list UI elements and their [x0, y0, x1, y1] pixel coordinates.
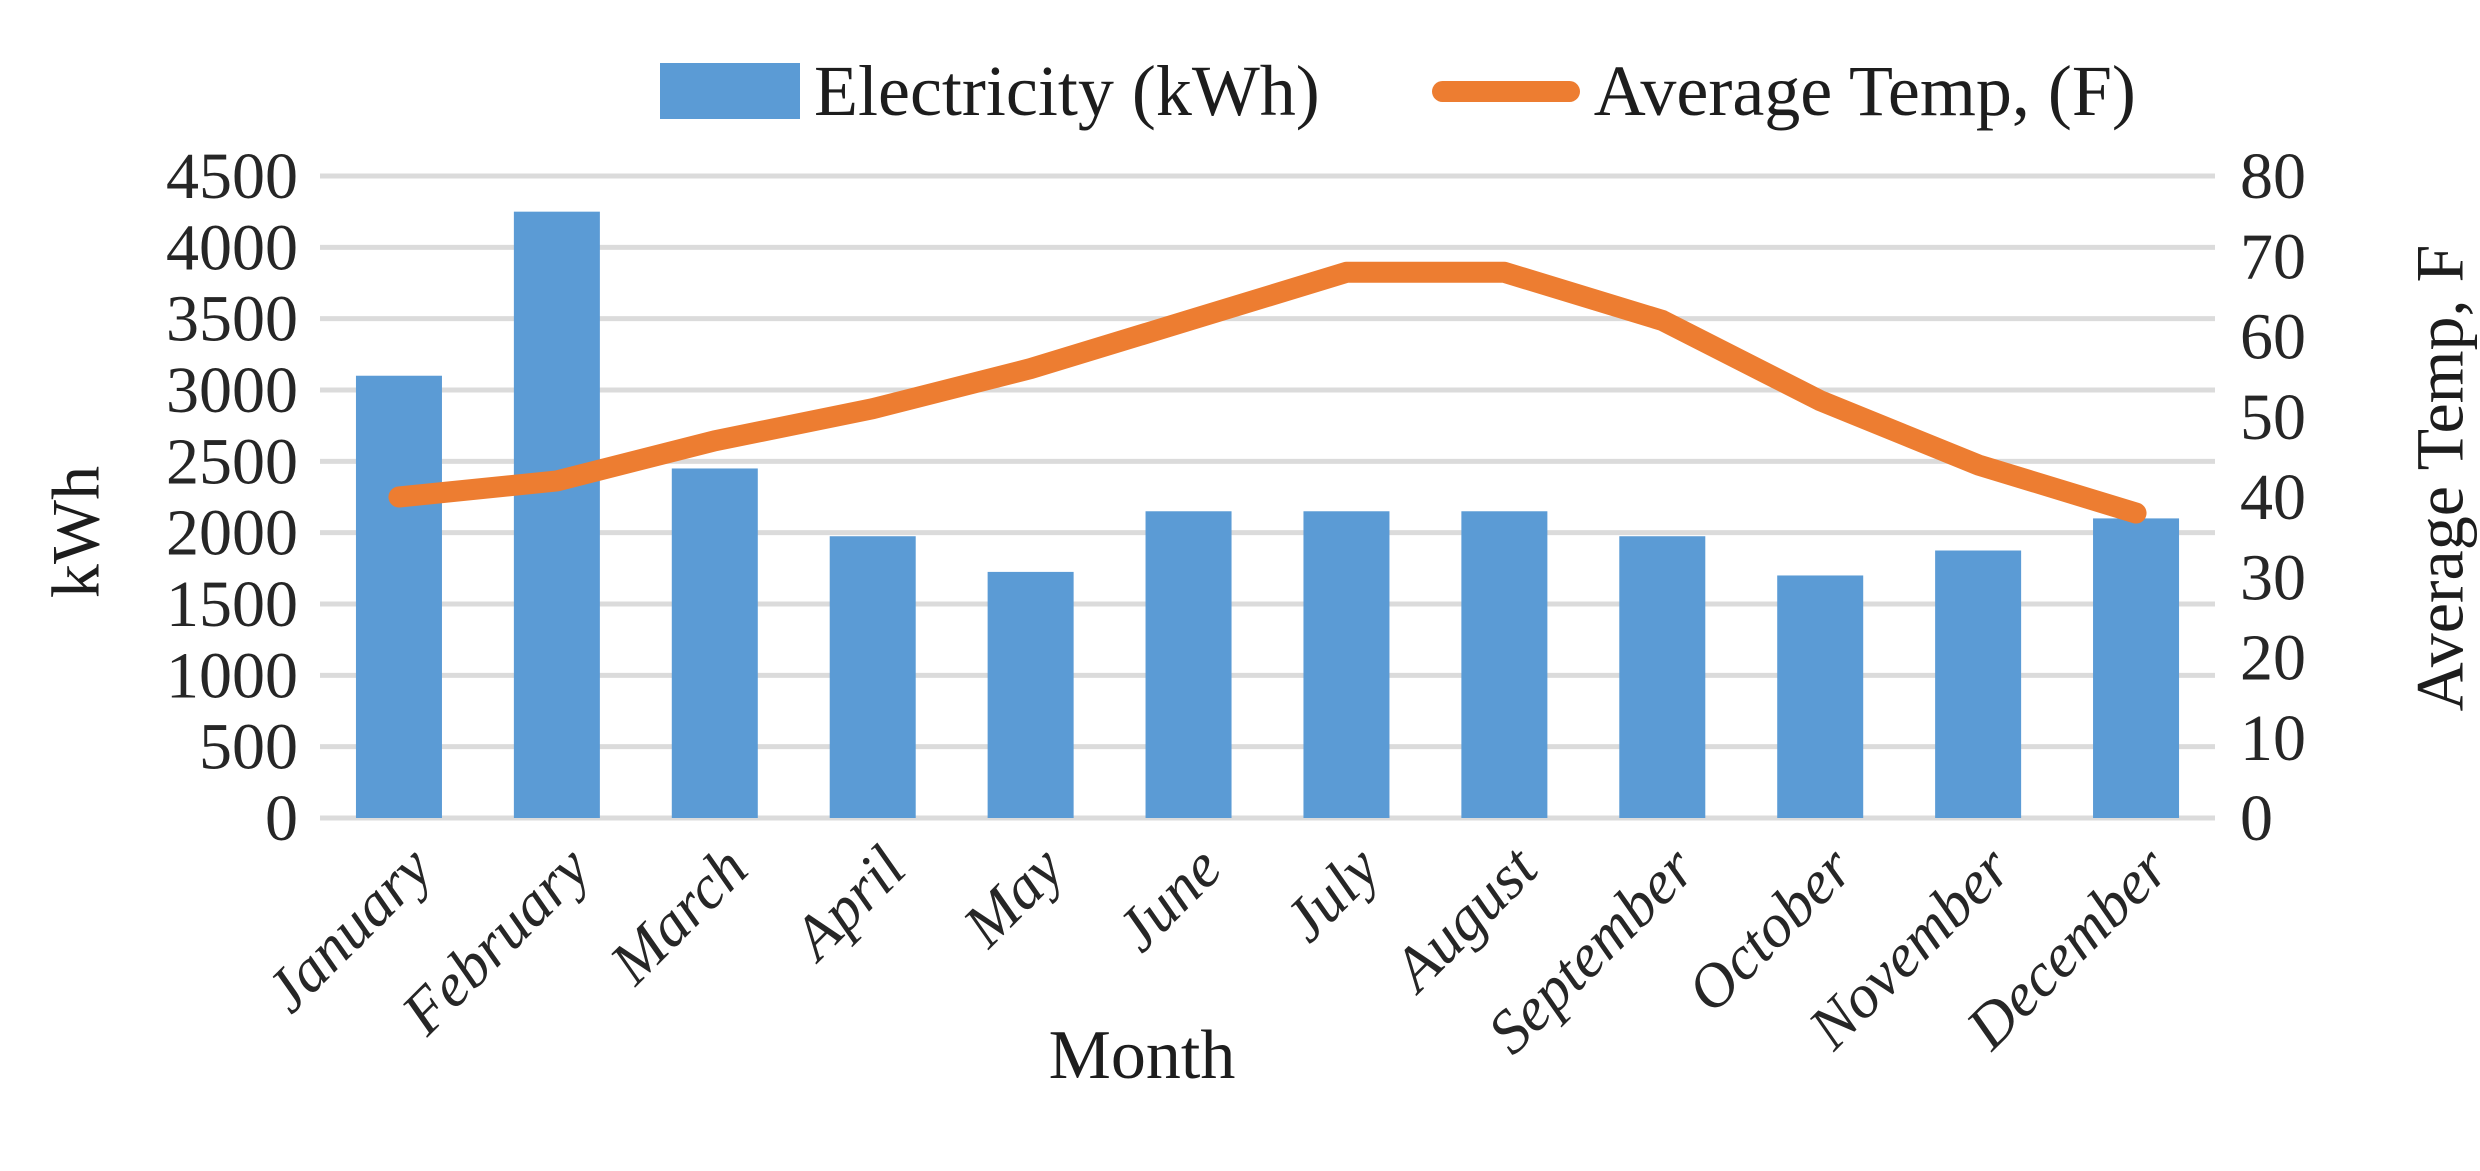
right-axis-tick: 40 [2240, 461, 2306, 534]
x-axis-title: Month [1048, 1017, 1236, 1094]
left-axis-tick: 2500 [166, 425, 298, 498]
left-axis-tick: 4500 [166, 140, 298, 213]
x-axis-label-july: July [1271, 833, 1392, 954]
left-axis-tick: 2000 [166, 497, 298, 570]
x-axis-label-april: April [778, 834, 919, 975]
bar-august [1461, 511, 1548, 818]
right-axis-tick: 10 [2240, 702, 2306, 775]
legend-swatch-bar [660, 63, 800, 119]
temperature-line [388, 261, 2147, 524]
bar-november [1935, 550, 2022, 818]
right-axis-tick: 60 [2240, 301, 2306, 374]
left-axis-tick: 4000 [166, 211, 298, 284]
right-axis-tick: 80 [2240, 140, 2306, 213]
left-axis-tick: 3000 [166, 354, 298, 427]
right-axis-tick: 70 [2240, 220, 2306, 293]
right-axis-tick: 50 [2240, 381, 2306, 454]
legend: Electricity (kWh) Average Temp, (F) [660, 36, 2136, 146]
bar-april [829, 536, 916, 818]
bar-july [1303, 511, 1390, 818]
right-axis-tick: 0 [2240, 782, 2273, 855]
bar-march [671, 468, 758, 818]
bar-january [355, 375, 442, 818]
x-axis-label-may: May [950, 833, 1077, 960]
bar-october [1777, 575, 1864, 818]
bar-june [1145, 511, 1232, 818]
legend-item-avg-temp: Average Temp, (F) [1431, 50, 2136, 133]
bar-december [2093, 518, 2180, 818]
legend-label-avg-temp: Average Temp, (F) [1593, 50, 2136, 131]
right-axis-tick: 20 [2240, 622, 2306, 695]
right-axis-title: Average Temp, F [2401, 244, 2478, 712]
left-axis-tick: 0 [265, 782, 298, 855]
left-axis-title: kWh [37, 465, 114, 599]
bar-may [987, 571, 1074, 818]
left-axis-tick: 500 [199, 711, 298, 784]
legend-label-electricity: Electricity (kWh) [814, 50, 1320, 131]
left-axis-tick: 3500 [166, 283, 298, 356]
right-axis-tick: 30 [2240, 541, 2306, 614]
left-axis-tick: 1000 [166, 639, 298, 712]
bar-september [1619, 536, 1706, 818]
legend-item-electricity: Electricity (kWh) [660, 50, 1320, 133]
x-axis-label-june: June [1104, 834, 1235, 965]
x-axis-label-march: March [597, 834, 761, 998]
left-axis-tick: 1500 [166, 568, 298, 641]
legend-swatch-line [1431, 80, 1580, 102]
bar-february [513, 211, 600, 818]
